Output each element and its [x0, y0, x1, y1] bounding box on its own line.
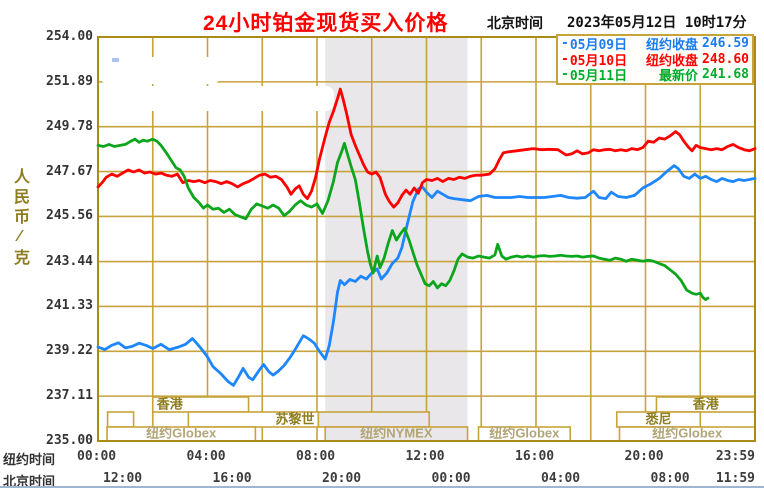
- y-tick-label: 241.33: [46, 298, 93, 314]
- y-tick-label: 251.89: [46, 73, 93, 89]
- bottom-rule: [0, 486, 764, 488]
- y-axis-unit-label: 人民币∕克: [11, 168, 28, 269]
- y-tick-label: 249.78: [46, 118, 93, 134]
- session-label: 苏黎世: [275, 412, 314, 427]
- x-axis-bj-row-label: 北京时间: [3, 474, 56, 489]
- legend-value: 241.68: [702, 67, 749, 83]
- legend-type: 纽约收盘: [646, 38, 699, 54]
- beijing-time-label: 北京时间: [487, 15, 543, 31]
- legend-line-sample: -: [561, 36, 569, 52]
- legend-row: -05月11日 最新价 241.68: [561, 67, 749, 85]
- legend-type: 最新价: [659, 69, 699, 85]
- ny-time-tick: 08:00: [296, 449, 336, 464]
- session-label: 香港: [692, 397, 720, 412]
- chart-title: 24小时铂金现货买入价格: [203, 12, 449, 35]
- session-label: 纽约NYMEX: [360, 426, 433, 441]
- current-timestamp: 2023年05月12日 10时17分: [567, 15, 747, 31]
- session-label: 纽约Globex: [146, 426, 217, 441]
- artifact-dot: [112, 58, 119, 62]
- ny-time-tick: 20:00: [624, 449, 664, 464]
- ny-time-tick: 04:00: [186, 449, 226, 464]
- session-box: [106, 411, 135, 428]
- bj-time-tick: 20:00: [322, 471, 362, 486]
- legend-type: 纽约收盘: [646, 53, 699, 69]
- price-line: [96, 164, 757, 387]
- y-tick-label: 245.56: [46, 208, 93, 224]
- watermark-blank: [142, 86, 334, 111]
- ny-time-tick: 00:00: [77, 449, 117, 464]
- legend-value: 248.60: [702, 51, 749, 67]
- legend-row: -05月09日 纽约收盘 246.59: [561, 36, 749, 54]
- ny-time-tick: 16:00: [515, 449, 555, 464]
- legend-line-sample: -: [561, 67, 569, 83]
- legend-line-sample: -: [561, 51, 569, 67]
- legend-date: 05月09日: [569, 38, 628, 54]
- x-axis-ny-row-label: 纽约时间: [3, 452, 56, 467]
- legend-date: 05月10日: [569, 53, 628, 69]
- bj-time-tick: 11:59: [715, 471, 755, 486]
- y-tick-label: 243.44: [46, 253, 93, 269]
- session-label: 悉尼: [644, 412, 671, 427]
- ny-time-tick: 12:00: [405, 449, 445, 464]
- bj-time-tick: 08:00: [650, 471, 690, 486]
- y-tick-label: 254.00: [46, 29, 93, 44]
- legend-row: -05月10日 纽约收盘 248.60: [561, 51, 749, 69]
- y-tick-label: 235.00: [46, 433, 93, 448]
- bj-time-tick: 00:00: [431, 471, 471, 486]
- y-tick-label: 237.11: [46, 388, 93, 404]
- price-line: [96, 87, 757, 209]
- bj-time-tick: 04:00: [541, 471, 581, 486]
- legend-box: -05月09日 纽约收盘 246.59-05月10日 纽约收盘 248.60-05月11…: [556, 34, 754, 85]
- legend-value: 246.59: [702, 36, 749, 52]
- bj-time-tick: 12:00: [103, 471, 143, 486]
- legend-date: 05月11日: [569, 69, 628, 85]
- plot-frame: [97, 36, 756, 442]
- y-tick-label: 247.67: [46, 163, 93, 179]
- session-label: 纽约Globex: [652, 426, 723, 441]
- watermark-blank: [100, 57, 220, 84]
- session-label: 纽约Globex: [489, 426, 560, 441]
- session-label: 香港: [156, 397, 184, 412]
- y-tick-label: 239.22: [46, 343, 93, 359]
- ny-time-tick: 23:59: [715, 449, 755, 464]
- bj-time-tick: 16:00: [212, 471, 252, 486]
- price-line: [96, 137, 710, 302]
